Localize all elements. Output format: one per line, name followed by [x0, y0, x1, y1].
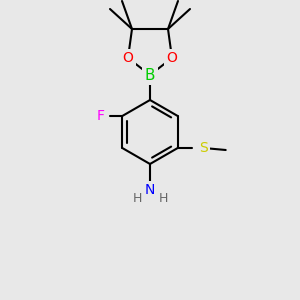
Text: B: B [145, 68, 155, 82]
Text: N: N [145, 183, 155, 197]
Text: H: H [158, 193, 168, 206]
Text: H: H [132, 193, 142, 206]
Text: F: F [96, 109, 104, 123]
Text: O: O [123, 51, 134, 65]
Text: O: O [167, 51, 177, 65]
Text: S: S [199, 141, 208, 155]
